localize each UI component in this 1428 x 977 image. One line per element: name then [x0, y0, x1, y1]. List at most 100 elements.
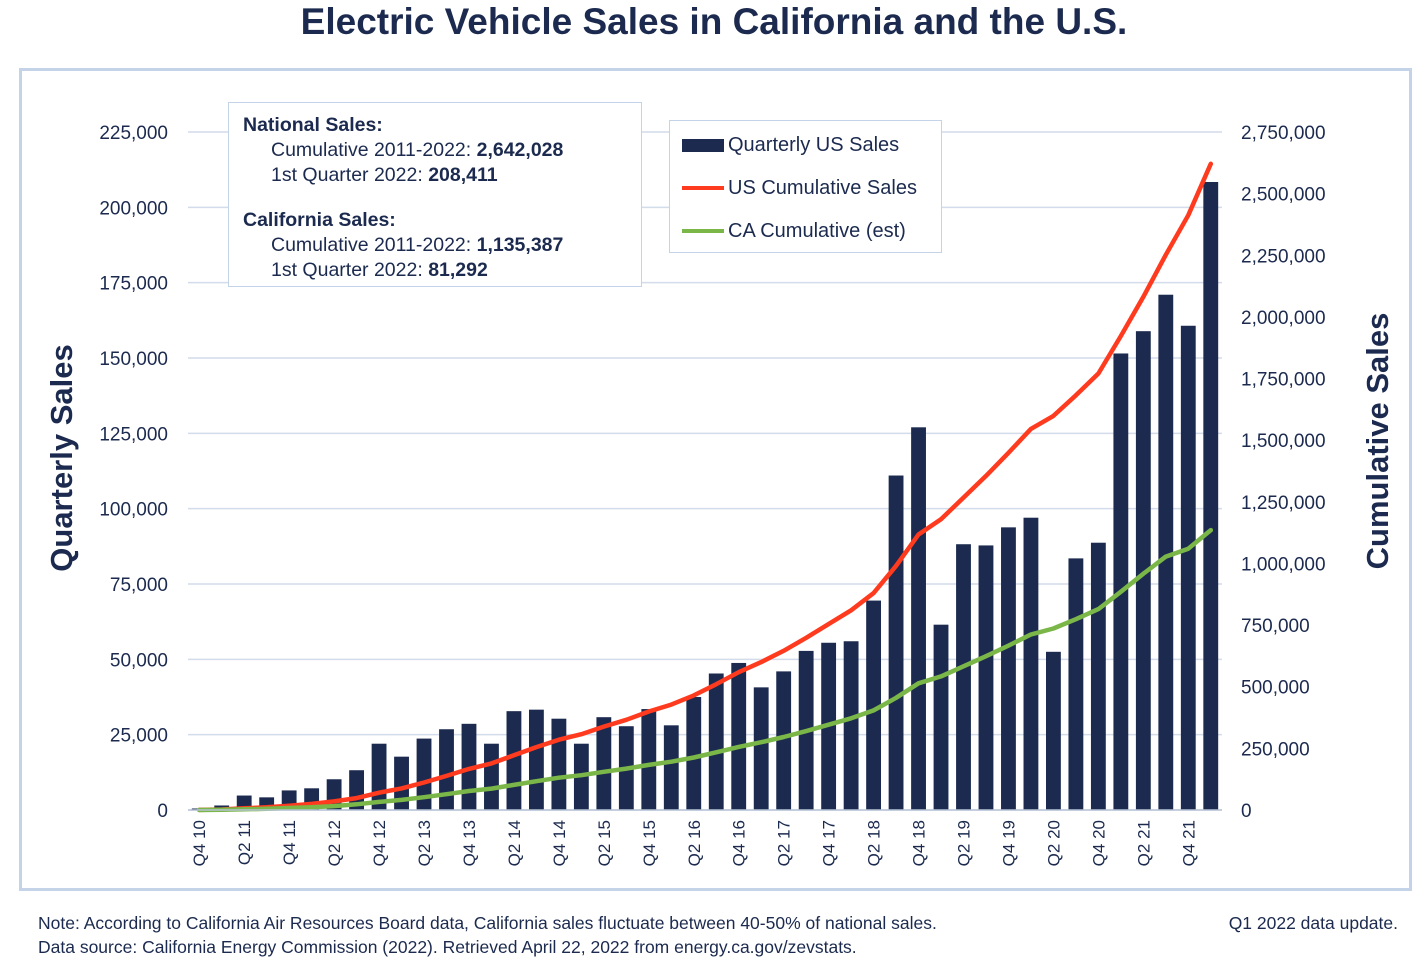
y-tick-left: 50,000 [110, 650, 168, 671]
x-tick-label: Q4 18 [910, 820, 929, 866]
legend-label-quarterly: Quarterly US Sales [728, 133, 900, 156]
bar [1158, 294, 1174, 811]
y-tick-right: 2,250,000 [1241, 246, 1326, 267]
x-tick-label: Q4 17 [820, 820, 839, 866]
y-tick-right: 0 [1241, 801, 1252, 822]
x-tick-label: Q4 19 [1000, 820, 1019, 866]
bar [506, 711, 522, 810]
california-q1-row: 1st Quarter 2022: 81,292 [243, 258, 627, 283]
y-tick-left: 25,000 [110, 726, 168, 747]
bar [528, 709, 544, 810]
x-tick-label: Q2 20 [1044, 820, 1063, 866]
national-cumulative-value: 2,642,028 [476, 139, 564, 161]
x-tick-label: Q2 18 [865, 820, 884, 866]
ca-cumulative-line [196, 527, 1214, 813]
y-tick-right: 750,000 [1241, 616, 1310, 637]
y-tick-right: 1,000,000 [1241, 554, 1326, 575]
x-tick-label: Q4 20 [1089, 820, 1108, 866]
bar [686, 697, 702, 810]
footer-note: Note: According to California Air Resour… [38, 913, 937, 933]
y-tick-right: 1,250,000 [1241, 493, 1326, 514]
legend-label-us-cumulative: US Cumulative Sales [728, 176, 917, 199]
y-axis-right-title: Cumulative Sales [1360, 313, 1395, 570]
bar [1180, 325, 1196, 810]
california-cumulative-label: Cumulative 2011-2022: [271, 234, 472, 256]
bar [484, 743, 499, 810]
x-tick-label: Q2 19 [955, 820, 974, 866]
bar [596, 717, 612, 810]
y-axis-right: 0 250,000 500,000 750,000 1,000,000 1,250,000… [1241, 123, 1326, 822]
bar [776, 671, 792, 810]
national-q1-value: 208,411 [428, 164, 498, 186]
y-tick-left: 100,000 [99, 500, 168, 521]
x-tick-label: Q4 12 [370, 820, 389, 866]
x-tick-label: Q2 15 [595, 820, 614, 866]
x-tick-label: Q2 17 [775, 820, 794, 866]
legend-item-ca-cumulative: CA Cumulative (est) [682, 216, 906, 246]
line-series [196, 161, 1214, 813]
y-tick-right: 2,000,000 [1241, 308, 1326, 329]
y-tick-left: 175,000 [99, 274, 168, 295]
y-tick-right: 250,000 [1241, 739, 1310, 760]
bar [708, 673, 724, 810]
y-tick-left: 75,000 [110, 575, 168, 596]
bar [866, 600, 882, 810]
footer-update: Q1 2022 data update. [1228, 913, 1398, 933]
y-tick-right: 2,750,000 [1241, 123, 1326, 144]
y-axis-left-title: Quarterly Sales [44, 344, 79, 571]
y-tick-left: 125,000 [99, 424, 168, 445]
x-tick-label: Q4 15 [640, 820, 659, 866]
x-tick-label: Q2 12 [325, 820, 344, 866]
y-axis-left: 0 25,000 50,000 75,000 100,000 125,000 150,000… [99, 123, 168, 822]
y-tick-left: 225,000 [99, 123, 168, 144]
bar [1023, 517, 1039, 810]
bar [641, 709, 657, 810]
bar [1135, 331, 1151, 810]
california-sales-heading: California Sales: [243, 209, 396, 231]
us-cumulative-line [196, 161, 1214, 813]
bar [888, 475, 904, 810]
california-q1-label: 1st Quarter 2022: [271, 259, 423, 281]
bar [956, 544, 971, 810]
x-axis: Q4 10 Q2 11 Q4 11 Q2 12 Q4 12 Q2 13 Q4 13 Q2 14… [188, 809, 1222, 866]
national-q1-row: 1st Quarter 2022: 208,411 [243, 163, 627, 188]
bar [911, 427, 926, 810]
chart-title: Electric Vehicle Sales in California and… [300, 1, 1128, 42]
bar [1203, 181, 1219, 811]
y-tick-right: 1,750,000 [1241, 370, 1326, 391]
california-cumulative-value: 1,135,387 [476, 234, 564, 256]
legend-item-quarterly: Quarterly US Sales [682, 130, 899, 160]
legend-label-ca-cumulative: CA Cumulative (est) [728, 219, 906, 242]
national-q1-label: 1st Quarter 2022: [271, 164, 423, 186]
bar [416, 738, 432, 810]
y-tick-left: 0 [157, 801, 168, 822]
footer-source: Data source: California Energy Commissio… [38, 937, 857, 957]
x-tick-label: Q4 13 [460, 820, 479, 866]
legend-swatch-ca-line [682, 229, 724, 233]
bar [663, 725, 679, 810]
bar [933, 624, 949, 810]
national-cumulative-row: Cumulative 2011-2022: 2,642,028 [243, 138, 627, 163]
bar [439, 729, 454, 810]
legend-item-us-cumulative: US Cumulative Sales [682, 173, 917, 203]
bar [551, 718, 567, 810]
x-tick-label: Q2 21 [1134, 820, 1153, 866]
x-tick-label: Q4 21 [1179, 820, 1198, 866]
national-cumulative-label: Cumulative 2011-2022: [271, 139, 472, 161]
stats-box: National Sales: Cumulative 2011-2022: 2,… [228, 102, 642, 287]
y-tick-right: 500,000 [1241, 678, 1310, 699]
bar [394, 756, 409, 810]
y-tick-right: 1,500,000 [1241, 431, 1326, 452]
chart-legend: Quarterly US Sales US Cumulative Sales C… [669, 120, 942, 253]
y-tick-left: 150,000 [99, 349, 168, 370]
x-tick-label: Q2 11 [235, 820, 254, 865]
bar [1045, 651, 1061, 810]
national-sales-heading: National Sales: [243, 114, 383, 136]
x-tick-label: Q2 16 [685, 820, 704, 866]
bar [1001, 527, 1016, 810]
legend-swatch-us-line [682, 186, 724, 190]
bar [1068, 558, 1084, 810]
california-cumulative-row: Cumulative 2011-2022: 1,135,387 [243, 233, 627, 258]
x-tick-label: Q4 16 [730, 820, 749, 866]
bar [843, 641, 859, 810]
